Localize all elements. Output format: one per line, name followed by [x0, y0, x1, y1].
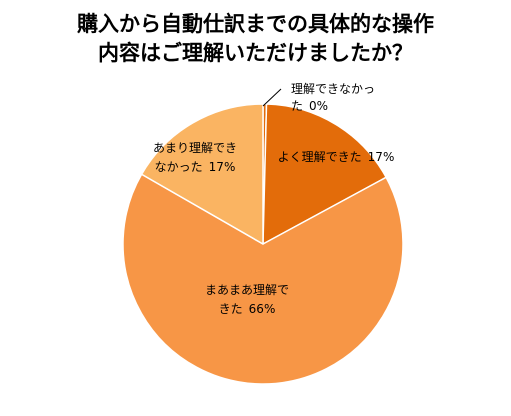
slice-label-3-line-1: なかった 17% [155, 160, 236, 174]
pie-slice-2 [122, 173, 404, 385]
slice-label-0-line-0: 理解できなかっ [291, 82, 375, 96]
pie-slices [122, 103, 404, 385]
slice-label-2-line-0: まあまあ理解で [205, 283, 289, 297]
pie-slice-3 [140, 103, 264, 245]
slice-label-2: まあまあ理解できた 66% [205, 283, 289, 316]
slice-label-0-line-1: た 0% [291, 99, 328, 113]
slice-label-3-line-0: あまり理解でき [153, 141, 237, 155]
slice-percent-1: 17% [368, 150, 395, 164]
chart-title-line-2: 内容はご理解いただけましたか？ [98, 41, 413, 65]
chart-title-line-1: 購入から自動仕訳までの具体的な操作 [77, 12, 434, 36]
slice-percent-2: 66% [249, 302, 276, 316]
chart-title: 購入から自動仕訳までの具体的な操作 内容はご理解いただけましたか？ [0, 10, 511, 68]
leader-line [262, 88, 282, 107]
slice-label-1: よく理解できた 17% [278, 150, 395, 164]
slice-percent-3: 17% [209, 160, 236, 174]
pie-slice-1 [262, 103, 387, 245]
slice-label-0: 理解できなかった 0% [291, 82, 375, 113]
slice-label-3: あまり理解できなかった 17% [153, 141, 237, 174]
slice-label-1-line-0: よく理解できた 17% [278, 150, 395, 164]
slice-percent-0: 0% [309, 99, 328, 113]
